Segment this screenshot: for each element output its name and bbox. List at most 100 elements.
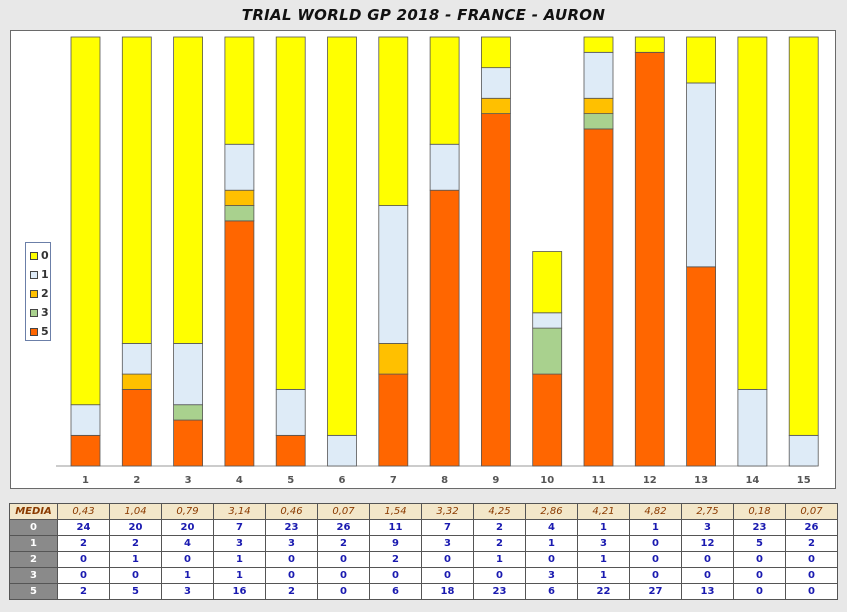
x-tick-label: 11 (592, 475, 606, 486)
table-cell: 2 (57, 535, 110, 552)
bar-segment-7-0 (378, 36, 409, 206)
table-cell: 9 (369, 535, 422, 552)
table-cell: 1 (109, 551, 162, 568)
bar-segment-11-5 (583, 128, 614, 467)
legend-item-5: 5 (26, 322, 50, 341)
table-cell: 2 (369, 551, 422, 568)
table-cell: 0 (785, 567, 838, 584)
legend-item-3: 3 (26, 303, 50, 322)
bar-segment-5-0 (275, 36, 306, 390)
bar-segment-8-5 (429, 189, 460, 467)
bar-segment-3-3 (173, 404, 204, 421)
table-cell: 4 (525, 519, 578, 536)
table-cell: 22 (577, 583, 630, 600)
table-cell: 3 (213, 535, 266, 552)
table-cell: 0,18 (733, 503, 786, 520)
table-cell: 0,79 (161, 503, 214, 520)
table-cell: 1 (577, 519, 630, 536)
table-cell: 13 (681, 583, 734, 600)
x-tick-label: 5 (287, 475, 294, 486)
bar-segment-4-5 (224, 220, 255, 467)
table-cell: 27 (629, 583, 682, 600)
table-cell: 2,86 (525, 503, 578, 520)
bar-segment-2-1 (121, 343, 152, 375)
legend-label: 1 (41, 268, 49, 281)
table-cell: 26 (317, 519, 370, 536)
bar-segment-12-0 (634, 36, 665, 53)
table-cell: 3,14 (213, 503, 266, 520)
table-cell: 23 (733, 519, 786, 536)
table-cell: 0 (733, 551, 786, 568)
table-cell: 3 (265, 535, 318, 552)
bar-segment-14-0 (737, 36, 768, 390)
row-header: 0 (9, 519, 58, 536)
legend-item-1: 1 (26, 265, 50, 284)
table-cell: 23 (265, 519, 318, 536)
table-cell: 6 (525, 583, 578, 600)
bar-segment-9-0 (480, 36, 511, 69)
table-cell: 3 (161, 583, 214, 600)
table-cell: 4 (161, 535, 214, 552)
table-cell: 0 (629, 567, 682, 584)
table-cell: 24 (57, 519, 110, 536)
table-cell: 3 (421, 535, 474, 552)
table-cell: 12 (681, 535, 734, 552)
bar-segment-10-5 (532, 373, 563, 467)
table-cell: 3 (525, 567, 578, 584)
row-header: 5 (9, 583, 58, 600)
x-tick-label: 15 (797, 475, 811, 486)
bar-segment-9-5 (480, 113, 511, 467)
bar-segment-1-5 (70, 434, 101, 467)
row-header: 2 (9, 551, 58, 568)
table-row-media: MEDIA 0,43 1,04 0,79 3,14 0,46 0,07 1,54 3,32 4,2… (9, 503, 838, 520)
bar-segment-12-5 (634, 51, 665, 467)
table-cell: 0 (57, 567, 110, 584)
table-row-1: 1 2 2 4 3 3 2 9 3 2 1 3 0 12 5 2 (9, 535, 838, 552)
bar-segment-3-0 (173, 36, 204, 344)
table-cell: 1 (161, 567, 214, 584)
table-cell: 0 (733, 583, 786, 600)
table-cell: 0,07 (785, 503, 838, 520)
bar-segment-11-1 (583, 51, 614, 99)
x-tick-label: 1 (82, 475, 89, 486)
table-cell: 0 (369, 567, 422, 584)
legend-label: 5 (41, 325, 49, 338)
legend-label: 0 (41, 249, 49, 262)
table-cell: 0 (785, 551, 838, 568)
row-header: 1 (9, 535, 58, 552)
stacked-bar-chart: 1 2 3 4 5 6 7 8 9 10 11 12 13 14 15 (56, 36, 819, 486)
table-cell: 3 (577, 535, 630, 552)
bar-segment-6-0 (327, 36, 357, 436)
bar-segment-7-2 (378, 343, 409, 375)
x-tick-label: 6 (339, 475, 346, 486)
bar-segment-11-0 (583, 36, 614, 53)
table-cell: 0 (681, 567, 734, 584)
bar-segment-5-1 (275, 388, 306, 436)
x-tick-label: 4 (236, 475, 243, 486)
table-cell: 2 (317, 535, 370, 552)
table-cell: 2 (785, 535, 838, 552)
table-cell: 0,07 (317, 503, 370, 520)
bar-segment-7-1 (378, 205, 409, 344)
table-cell: 16 (213, 583, 266, 600)
bar-segment-13-0 (686, 36, 716, 84)
bar-segment-13-1 (686, 82, 716, 268)
x-tick-label: 3 (185, 475, 192, 486)
table-cell: 0,43 (57, 503, 110, 520)
table-cell: 2 (57, 583, 110, 600)
table-cell: 0 (421, 551, 474, 568)
table-cell: 0 (317, 551, 370, 568)
table-cell: 23 (473, 583, 526, 600)
legend-swatch (30, 327, 38, 336)
bar-segment-2-2 (121, 373, 152, 390)
table-cell: 2 (473, 535, 526, 552)
legend: 0 1 2 3 5 (25, 242, 51, 341)
table-cell: 4,82 (629, 503, 682, 520)
table-cell: 0 (473, 567, 526, 584)
table-cell: 2 (265, 583, 318, 600)
legend-item-0: 0 (26, 246, 50, 265)
bar-segment-15-1 (788, 434, 819, 467)
bar-segment-3-5 (173, 419, 204, 467)
